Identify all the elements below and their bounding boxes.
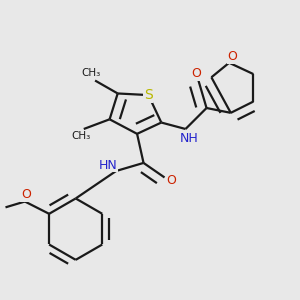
Text: O: O bbox=[227, 50, 237, 64]
Text: CH₃: CH₃ bbox=[71, 131, 90, 141]
Text: NH: NH bbox=[179, 132, 198, 145]
Text: S: S bbox=[144, 88, 153, 102]
Text: O: O bbox=[21, 188, 31, 201]
Text: HN: HN bbox=[99, 159, 117, 172]
Text: O: O bbox=[167, 173, 177, 187]
Text: CH₃: CH₃ bbox=[82, 68, 101, 78]
Text: O: O bbox=[191, 67, 201, 80]
